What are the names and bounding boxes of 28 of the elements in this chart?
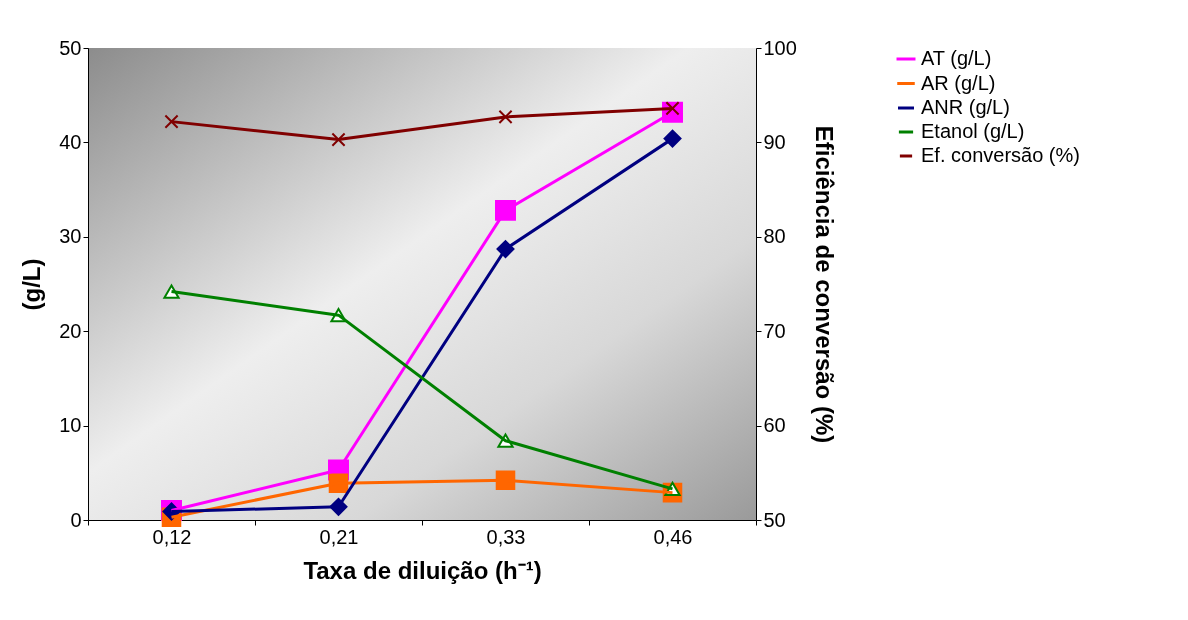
x-tick-label: 0,33 [486, 525, 526, 548]
point [331, 132, 346, 147]
y-tick-label: 40 [59, 130, 82, 153]
y2-tick-label: 90 [763, 130, 786, 153]
legend-label: ANR (g/L) [921, 96, 1010, 118]
y-tick-label: 0 [70, 508, 82, 531]
x-tick-label: 0,12 [152, 525, 192, 548]
x-axis-title: Taxa de diluição (h⁻¹) [303, 556, 542, 584]
y2-axis-title: Eficiência de conversão (%) [810, 125, 838, 444]
y-axis-title: (g/L) [18, 258, 46, 311]
legend-label: Ef. conversão (%) [921, 144, 1080, 166]
y-tick-label: 50 [59, 36, 82, 59]
y2-tick-label: 70 [763, 319, 786, 342]
legend-label: Etanol (g/L) [921, 120, 1025, 142]
point [164, 114, 179, 129]
x-tick-label: 0,46 [653, 525, 693, 548]
y2-tick-label: 80 [763, 225, 786, 248]
legend-label: AR (g/L) [921, 71, 996, 94]
point [498, 109, 513, 125]
y2-tick-label: 50 [763, 508, 786, 531]
y2-tick-label: 60 [763, 414, 786, 437]
y-tick-label: 20 [59, 319, 82, 342]
y-tick-label: 30 [59, 225, 82, 248]
y-tick-label: 10 [59, 414, 82, 437]
y2-tick-label: 100 [763, 36, 797, 59]
point [663, 129, 682, 148]
legend-label: AT (g/L) [921, 47, 992, 69]
x-tick-label: 0,21 [319, 525, 359, 548]
